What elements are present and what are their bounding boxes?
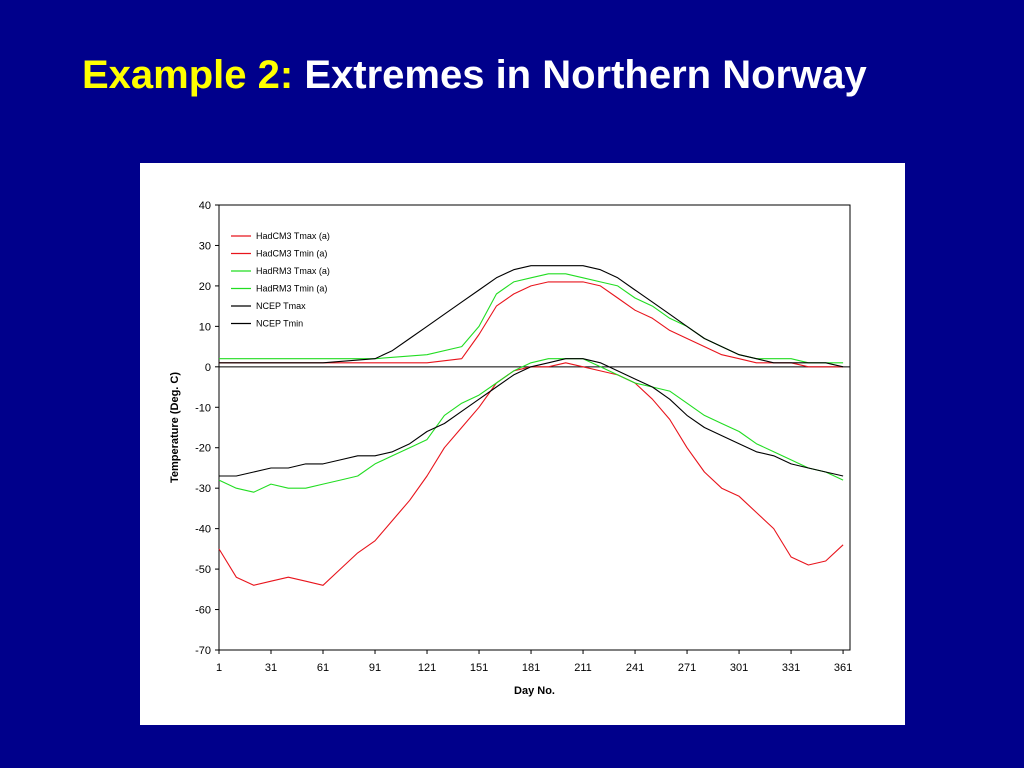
series-line-hadrm3-tmin-a [218,358,844,493]
y-tick-label: 0 [205,362,211,374]
x-tick-label: 211 [574,662,592,674]
chart-series [218,265,844,586]
series-line-hadcm3-tmin-a [218,362,844,586]
slide-title: Example 2: Extremes in Northern Norway [82,48,882,102]
legend-label-hadcm3-tmax-a: HadCM3 Tmax (a) [256,231,330,241]
series-line-hadcm3-tmax-a [219,281,844,368]
slide-title-text: Extremes in Northern Norway [293,53,867,97]
plot-frame [218,204,851,651]
y-tick-label: 20 [199,281,211,293]
temperature-chart: 40 30 20 10 0 -10 -20 -30 -40 -50 -60 -70 1 31 61 91 121… [169,200,852,697]
y-tick-label: 40 [199,200,211,212]
series-line-hadrm3-tmax-a [219,273,844,364]
y-tick-label: -70 [195,645,211,657]
x-tick-label: 61 [317,662,329,674]
series-line-ncep-tmin [219,358,844,477]
x-tick-label: 241 [626,662,644,674]
series-line-ncep-tmax [219,265,844,368]
legend-label-ncep-tmax: NCEP Tmax [256,301,306,311]
y-tick-label: -60 [195,605,211,617]
y-axis-label: Temperature (Deg. C) [169,372,181,483]
y-tick-label: -30 [195,483,211,495]
legend-label-hadrm3-tmin-a: HadRM3 Tmin (a) [256,284,327,294]
y-tick-label: -20 [195,443,211,455]
y-tick-label: 30 [199,240,211,252]
y-tick-label: -40 [195,524,211,536]
slide-title-accent: Example 2: [82,53,294,97]
x-tick-label: 151 [470,662,488,674]
y-tick-label: -50 [195,564,211,576]
y-tick-label: -10 [195,402,211,414]
legend-label-ncep-tmin: NCEP Tmin [256,319,303,329]
x-tick-label: 181 [522,662,540,674]
x-tick-label: 271 [678,662,696,674]
x-tick-label: 121 [418,662,436,674]
legend-label-hadcm3-tmin-a: HadCM3 Tmin (a) [256,249,327,259]
chart-panel: 40 30 20 10 0 -10 -20 -30 -40 -50 -60 -70 1 31 61 91 121… [140,163,905,725]
chart-axes: 40 30 20 10 0 -10 -20 -30 -40 -50 -60 -70 1 31 61 91 121… [195,200,852,674]
chart-legend: HadCM3 Tmax (a) HadCM3 Tmin (a) HadRM3 Tma… [231,231,330,329]
x-tick-label: 31 [265,662,277,674]
x-tick-label: 301 [730,662,748,674]
y-tick-label: 10 [199,321,211,333]
x-tick-label: 91 [369,662,381,674]
x-tick-label: 331 [782,662,800,674]
x-tick-label: 1 [216,662,222,674]
x-axis-label: Day No. [514,685,555,697]
legend-label-hadrm3-tmax-a: HadRM3 Tmax (a) [256,266,330,276]
x-tick-label: 361 [834,662,852,674]
